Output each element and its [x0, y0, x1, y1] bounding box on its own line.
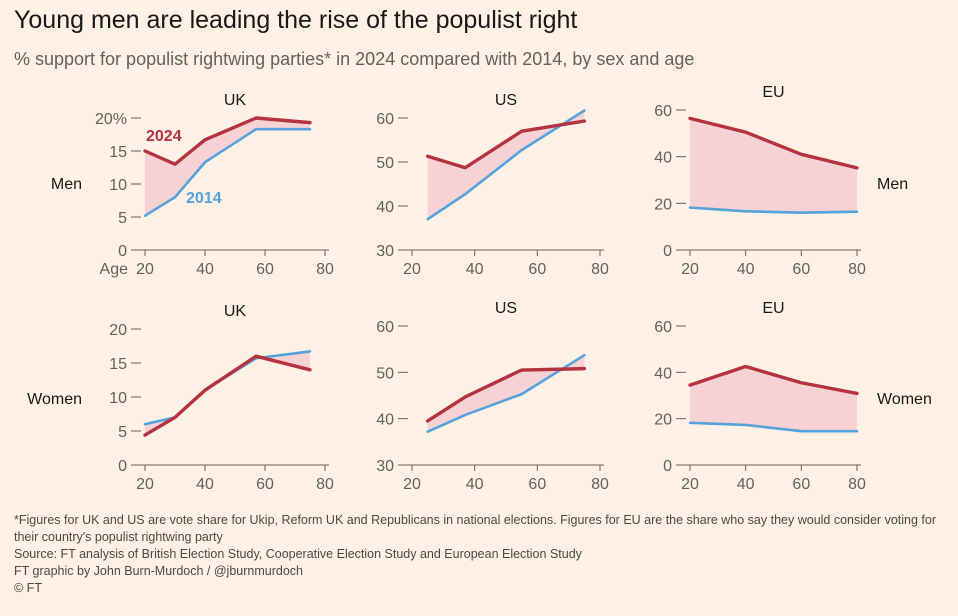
- page-title: Young men are leading the rise of the po…: [14, 6, 578, 34]
- x-tick-label-eu-women-60: 60: [792, 476, 810, 493]
- x-tick-label-us-men-80: 80: [591, 261, 609, 278]
- series-label-2014: 2014: [186, 190, 222, 207]
- y-tick-label-us-women-40: 40: [376, 412, 394, 429]
- y-tick-label-eu-men-0: 0: [663, 243, 672, 260]
- panel-title-us-men: US: [495, 92, 517, 109]
- y-tick-label-us-men-50: 50: [376, 155, 394, 172]
- x-tick-label-eu-men-20: 20: [681, 261, 699, 278]
- panel-uk-women: UK 0 5 10 15 20 20 40 60 80: [109, 303, 334, 493]
- y-tick-label-eu-women-0: 0: [663, 458, 672, 475]
- y-tick-label-uk-men-15: 15: [109, 144, 127, 161]
- x-tick-label-uk-men-60: 60: [256, 261, 274, 278]
- y-tick-label-us-men-40: 40: [376, 199, 394, 216]
- x-tick-label-eu-women-40: 40: [737, 476, 755, 493]
- x-tick-label-uk-women-80: 80: [316, 476, 334, 493]
- y-tick-label-eu-men-20: 20: [654, 196, 672, 213]
- gap-area-us-women: [427, 355, 585, 432]
- x-tick-label-eu-men-80: 80: [848, 261, 866, 278]
- row-label-women-right: Women: [877, 391, 932, 408]
- panel-title-uk-women: UK: [224, 303, 247, 320]
- row-label-men-right: Men: [877, 176, 908, 193]
- series-line-2014-eu-women: [688, 421, 859, 433]
- footer: *Figures for UK and US are vote share fo…: [14, 512, 944, 597]
- page-subtitle: % support for populist rightwing parties…: [14, 49, 695, 69]
- y-tick-label-us-men-60: 60: [376, 111, 394, 128]
- gap-area-uk-men: [145, 118, 310, 216]
- x-tick-label-us-women-20: 20: [403, 476, 421, 493]
- credit-note: FT graphic by John Burn-Murdoch / @jburn…: [14, 564, 303, 578]
- x-tick-label-uk-women-60: 60: [256, 476, 274, 493]
- series-line-2014-us-men: [426, 109, 586, 221]
- y-tick-label-eu-men-60: 60: [654, 103, 672, 120]
- y-tick-label-us-men-30: 30: [376, 243, 394, 260]
- panel-title-us-women: US: [495, 300, 517, 317]
- y-tick-label-uk-women-10: 10: [109, 390, 127, 407]
- y-tick-label-uk-women-0: 0: [118, 458, 127, 475]
- y-tick-label-eu-women-40: 40: [654, 365, 672, 382]
- x-tick-label-eu-women-80: 80: [848, 476, 866, 493]
- panel-us-women: US 30 40 50 60 20 40 60 80: [376, 300, 609, 493]
- x-tick-label-eu-men-40: 40: [737, 261, 755, 278]
- series-line-2024-eu-men: [688, 116, 859, 170]
- panel-eu-women: EU 0 20 40 60 20 40 60 80: [654, 300, 866, 493]
- y-tick-label-uk-women-15: 15: [109, 356, 127, 373]
- x-tick-label-us-men-20: 20: [403, 261, 421, 278]
- series-line-2024-uk-women: [143, 354, 312, 437]
- y-tick-label-uk-women-5: 5: [118, 424, 127, 441]
- panel-title-uk-men: UK: [224, 92, 247, 109]
- source-note: Source: FT analysis of British Election …: [14, 547, 582, 561]
- x-tick-label-eu-men-60: 60: [792, 261, 810, 278]
- x-tick-label-us-men-40: 40: [466, 261, 484, 278]
- y-tick-label-us-women-30: 30: [376, 458, 394, 475]
- footnote: *Figures for UK and US are vote share fo…: [14, 513, 936, 544]
- series-label-2024: 2024: [146, 128, 182, 145]
- y-tick-label-uk-women-20: 20: [109, 322, 127, 339]
- x-tick-label-uk-women-20: 20: [136, 476, 154, 493]
- series-line-2024-eu-women: [688, 364, 859, 396]
- series-line-2024-us-women: [425, 366, 587, 423]
- panel-title-eu-women: EU: [762, 300, 784, 317]
- y-tick-label-eu-women-60: 60: [654, 319, 672, 336]
- x-tick-label-us-women-40: 40: [466, 476, 484, 493]
- y-tick-label-eu-women-20: 20: [654, 412, 672, 429]
- gap-area-eu-women: [690, 366, 857, 432]
- gap-area-uk-women: [145, 351, 310, 436]
- y-tick-label-uk-men-5: 5: [118, 210, 127, 227]
- panel-us-men: US 30 40 50 60 20 40 60 80: [376, 92, 609, 278]
- x-tick-label-us-men-60: 60: [528, 261, 546, 278]
- copyright-note: © FT: [14, 581, 42, 595]
- row-label-men-left: Men: [51, 176, 82, 193]
- x-axis-prefix-uk-men: Age: [100, 261, 129, 278]
- x-tick-label-uk-women-40: 40: [196, 476, 214, 493]
- x-tick-label-eu-women-20: 20: [681, 476, 699, 493]
- y-tick-label-eu-men-40: 40: [654, 150, 672, 167]
- y-tick-label-us-women-60: 60: [376, 319, 394, 336]
- panel-title-eu-men: EU: [762, 84, 784, 101]
- series-line-2014-us-women: [426, 353, 586, 433]
- y-tick-label-us-women-50: 50: [376, 365, 394, 382]
- x-tick-label-uk-men-80: 80: [316, 261, 334, 278]
- y-tick-label-uk-men-0: 0: [118, 243, 127, 260]
- y-tick-label-uk-men-10: 10: [109, 177, 127, 194]
- panel-eu-men: EU 0 20 40 60 20 40 60 80: [654, 84, 866, 278]
- x-tick-label-us-women-60: 60: [528, 476, 546, 493]
- x-tick-label-us-women-80: 80: [591, 476, 609, 493]
- x-tick-label-uk-men-20: 20: [136, 261, 154, 278]
- panel-uk-men: UK 0 5 10 15 20% 20 40 60 80 Age 2024 2014: [95, 92, 334, 278]
- series-line-2024-us-men: [425, 119, 587, 170]
- row-label-women-left: Women: [27, 391, 82, 408]
- gap-area-eu-men: [690, 118, 857, 213]
- x-tick-label-uk-men-40: 40: [196, 261, 214, 278]
- series-line-2014-eu-men: [688, 206, 859, 214]
- y-tick-label-uk-men-20: 20%: [95, 111, 127, 128]
